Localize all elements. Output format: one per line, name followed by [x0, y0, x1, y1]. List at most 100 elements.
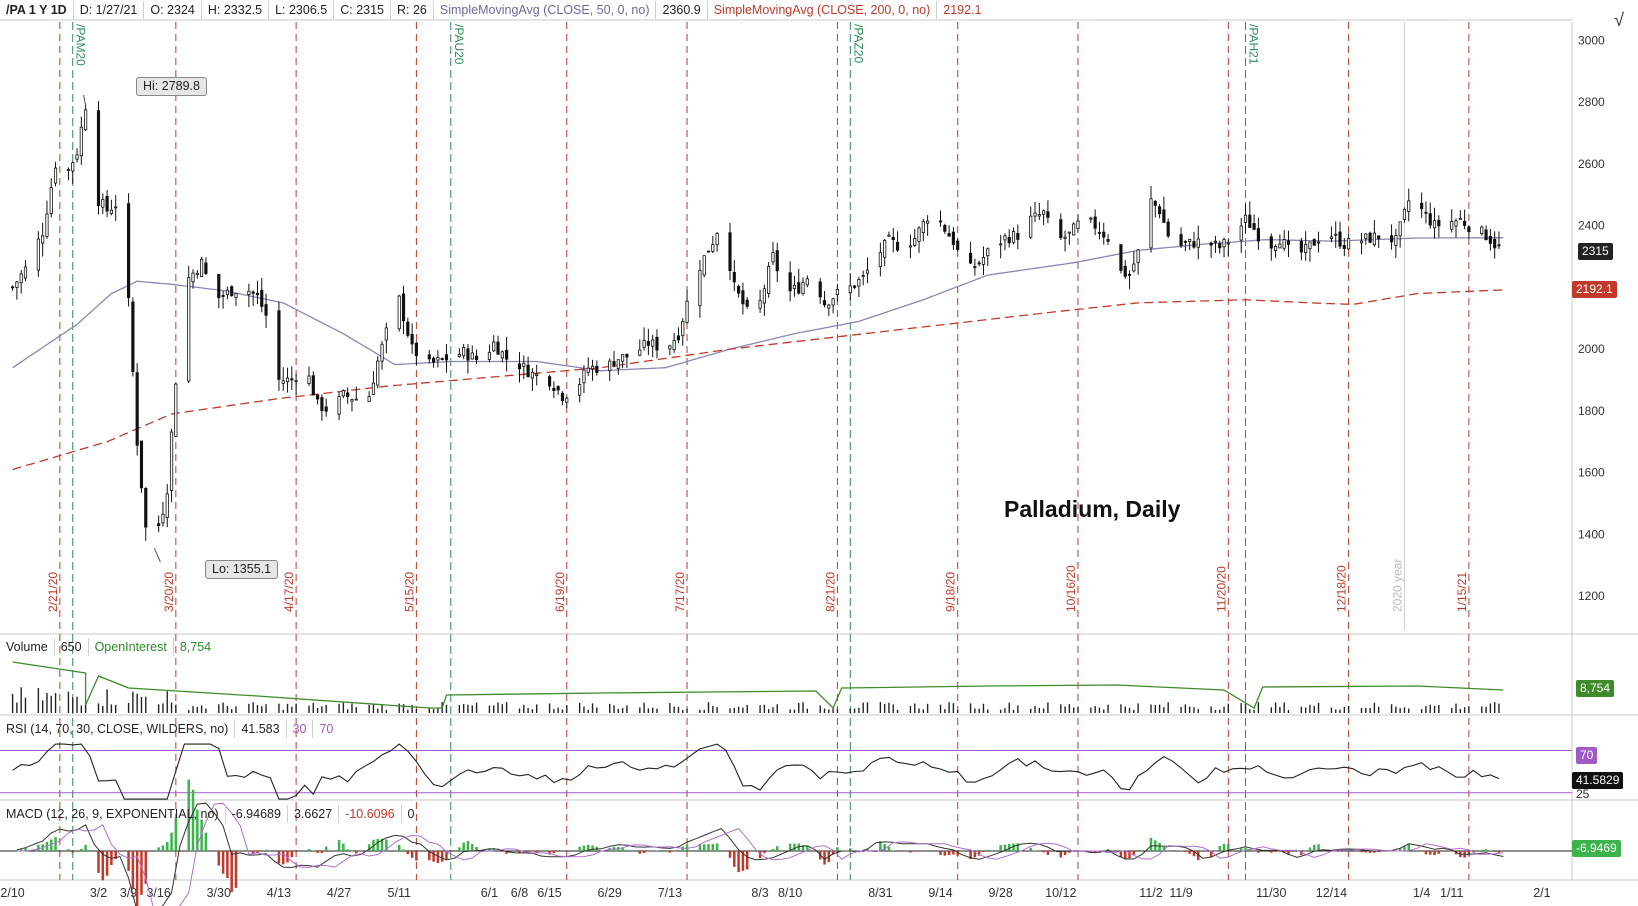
close-readout: C: 2315: [334, 1, 391, 19]
candle-body: [53, 167, 58, 184]
macd-value: -6.94689: [226, 805, 288, 823]
macd-pill: -6.9469: [1572, 840, 1621, 857]
candle-body: [552, 387, 556, 392]
candle-body: [79, 126, 83, 157]
oi-label[interactable]: OpenInterest: [89, 638, 174, 656]
rsi-label[interactable]: RSI (14, 70, 30, CLOSE, WILDERS, no): [0, 720, 236, 738]
candle-body: [290, 378, 294, 381]
rsi-low-level: 30: [287, 720, 314, 738]
candle-body: [376, 360, 380, 386]
candle-body: [642, 339, 646, 348]
date-marker-label: 9/18/20: [944, 572, 958, 612]
sma200-label[interactable]: SimpleMovingAvg (CLOSE, 200, 0, no): [708, 1, 938, 19]
x-tick-label: 4/13: [267, 886, 291, 900]
candle-body: [835, 288, 839, 296]
candle-body: [1037, 214, 1041, 217]
candle-body: [281, 380, 285, 384]
candle-body: [745, 299, 749, 307]
candle-body: [466, 348, 470, 361]
volume-value: 650: [55, 638, 89, 656]
candle-body: [195, 272, 199, 275]
candle-body: [470, 352, 474, 360]
candle-body: [728, 232, 732, 271]
candle-body: [1218, 243, 1222, 249]
candle-body: [1011, 231, 1016, 243]
sma200-line: [12, 289, 1504, 471]
open-readout: O: 2324: [144, 1, 202, 19]
sma200-pill: 2192.1: [1572, 281, 1617, 298]
candle-body: [1239, 225, 1243, 241]
candle-body: [474, 355, 479, 361]
candle-body: [45, 213, 49, 237]
x-tick-label: 12/14: [1316, 886, 1347, 900]
candle-body: [1007, 236, 1011, 244]
candle-body: [775, 250, 779, 272]
candle-body: [646, 340, 650, 346]
candle-body: [887, 234, 891, 237]
candle-body: [341, 390, 345, 397]
candle-body: [685, 300, 689, 323]
candle-body: [625, 353, 629, 358]
candle-body: [1046, 211, 1050, 218]
candle-body: [1252, 223, 1256, 230]
candle-body: [204, 262, 208, 274]
candle-body: [526, 364, 530, 378]
candle-body: [1132, 263, 1136, 272]
y-tick-label: 1400: [1578, 527, 1605, 541]
sma50-label[interactable]: SimpleMovingAvg (CLOSE, 50, 0, no): [434, 1, 657, 19]
candle-body: [1196, 238, 1200, 248]
candle-body: [1179, 234, 1183, 246]
candle-body: [135, 372, 139, 446]
candle-body: [1153, 200, 1157, 206]
sma50-value: 2360.9: [656, 1, 708, 19]
candle-body: [350, 399, 354, 402]
x-tick-label: 4/27: [327, 886, 351, 900]
candle-body: [1149, 198, 1153, 249]
x-tick-label: 3/16: [146, 886, 170, 900]
macd-zero: 0: [407, 807, 415, 821]
candle-body: [1480, 226, 1484, 235]
candle-body: [1033, 212, 1037, 217]
signature-icon[interactable]: √: [1614, 10, 1624, 30]
candle-body: [801, 282, 805, 295]
macd-label[interactable]: MACD (12, 26, 9, EXPONENTIAL, no): [0, 805, 226, 823]
candle-body: [84, 109, 88, 131]
candle-body: [260, 289, 264, 307]
candle-body: [1463, 220, 1467, 226]
candle-body: [36, 238, 40, 271]
candle-body: [1042, 210, 1046, 215]
volume-label[interactable]: Volume: [0, 638, 55, 656]
candle-body: [487, 351, 492, 360]
date-marker-label: 8/21/20: [823, 572, 837, 612]
candle-body: [1458, 217, 1462, 220]
candle-body: [371, 382, 376, 395]
candle-body: [406, 321, 410, 336]
candle-body: [608, 360, 612, 372]
candle-body: [1359, 240, 1364, 244]
symbol-label[interactable]: /PA 1 Y 1D: [0, 1, 74, 19]
candle-body: [1029, 215, 1033, 238]
x-tick-label: 11/30: [1256, 886, 1286, 900]
candle-body: [1467, 226, 1471, 233]
candle-body: [805, 278, 809, 286]
candle-body: [414, 342, 418, 357]
candle-body: [1067, 231, 1071, 234]
candle-body: [1334, 233, 1338, 236]
candle-body: [1428, 213, 1432, 226]
rsi-high-pill: 70: [1576, 747, 1598, 764]
candle-body: [191, 272, 195, 283]
candle-body: [522, 362, 526, 367]
candle-body: [565, 397, 569, 403]
candle-body: [1102, 231, 1106, 238]
x-tick-label: 1/4: [1413, 886, 1430, 900]
candle-body: [384, 327, 388, 341]
candle-body: [187, 277, 191, 382]
sma200-value: 2192.1: [943, 3, 982, 17]
candle-body: [11, 286, 15, 289]
candle-body: [999, 243, 1003, 246]
candle-body: [621, 354, 625, 362]
candle-body: [917, 227, 921, 242]
open-interest-line: [12, 661, 1504, 710]
candle-body: [1338, 231, 1342, 247]
candle-body: [144, 487, 148, 528]
